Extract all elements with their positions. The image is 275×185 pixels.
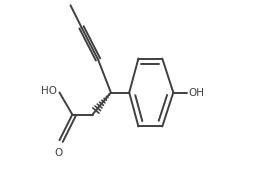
Text: OH: OH <box>188 88 204 97</box>
Text: O: O <box>54 148 63 158</box>
Text: HO: HO <box>41 86 57 96</box>
